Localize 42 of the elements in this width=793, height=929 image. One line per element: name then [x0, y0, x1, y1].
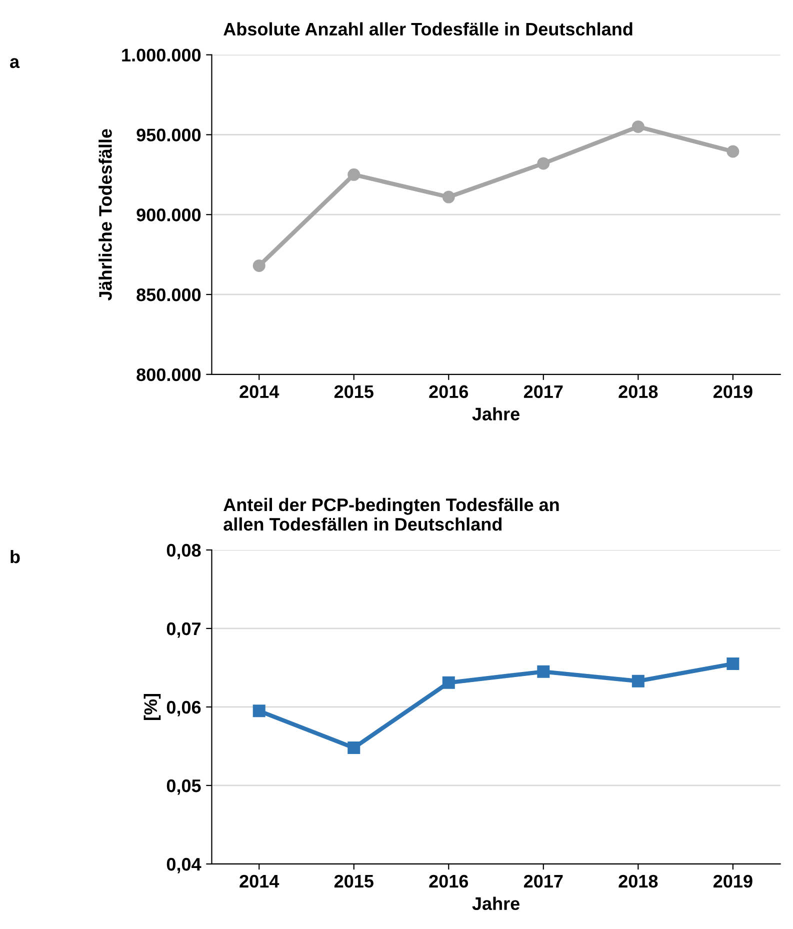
y-tick-label: 800.000 — [136, 368, 201, 382]
point — [726, 145, 740, 158]
x-tick-label: 2017 — [524, 385, 563, 398]
chart-title: Absolute Anzahl aller Todesfälle in Deutschland — [224, 22, 632, 36]
y-tick-label: 950.000 — [136, 128, 201, 142]
point — [442, 190, 455, 204]
x-axis-title: Jahre — [472, 896, 520, 910]
x-tick-label: 2015 — [334, 874, 374, 888]
y-tick-label: 900.000 — [136, 208, 201, 222]
point — [348, 168, 360, 181]
y-axis-title: Jährliche Todesfälle — [98, 129, 112, 300]
y-tick-label: 0,05 — [166, 779, 201, 795]
x-tick-label: 2016 — [429, 385, 468, 398]
y-tick-label: 1.000.000 — [122, 48, 201, 62]
point — [442, 676, 455, 689]
point — [537, 665, 550, 678]
point — [726, 658, 740, 670]
y-tick-label: 850.000 — [136, 288, 201, 302]
x-tick-label: 2017 — [524, 874, 563, 888]
x-tick-label: 2016 — [429, 874, 468, 888]
x-tick-label: 2014 — [240, 385, 280, 398]
x-axis-title: Jahre — [472, 407, 520, 420]
point — [348, 742, 360, 754]
point — [252, 704, 266, 718]
x-tick-label: 2018 — [618, 385, 658, 398]
y-tick-label: 0,08 — [166, 544, 201, 560]
y-tick-label: 0,06 — [166, 700, 201, 716]
x-tick-label: 2018 — [618, 874, 658, 888]
y-axis-title: [%] — [144, 694, 161, 720]
y-tick-label: 0,04 — [166, 858, 202, 874]
x-tick-label: 2019 — [713, 874, 752, 888]
text: a — [10, 58, 20, 68]
x-tick-label: 2014 — [240, 874, 280, 888]
point — [632, 120, 644, 133]
x-tick-label: 2019 — [713, 385, 752, 398]
x-tick-label: 2015 — [334, 385, 374, 398]
chart-title: Anteil der PCP-bedingten Todesfälle an allen Todesfällen in Deutschland — [224, 498, 559, 531]
point — [537, 157, 550, 170]
y-tick-label: 0,07 — [166, 622, 201, 638]
text: b — [10, 550, 20, 564]
point — [252, 259, 266, 272]
point — [632, 674, 644, 688]
